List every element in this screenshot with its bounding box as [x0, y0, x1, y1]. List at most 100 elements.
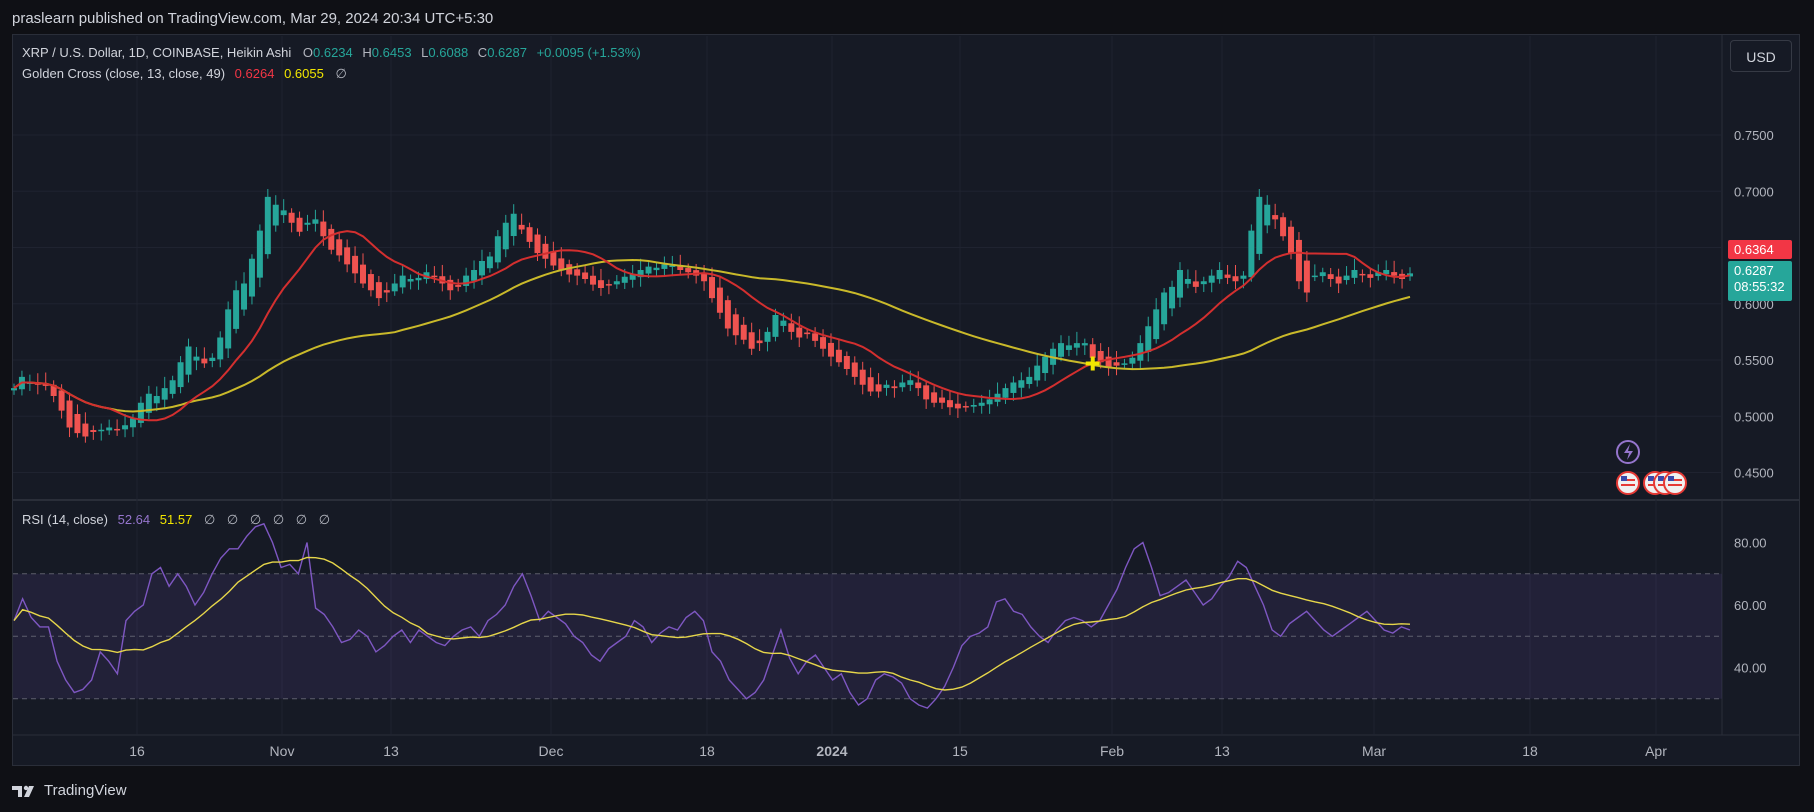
candle-body [177, 362, 184, 388]
candle-body [463, 275, 470, 286]
candle-body [709, 277, 715, 299]
candle-body [360, 264, 366, 284]
hidden-value-icon: ∅ [226, 512, 239, 527]
currency-button[interactable]: USD [1730, 40, 1792, 72]
candle-body [1026, 376, 1033, 384]
rsi-series [13, 522, 1411, 709]
event-markers[interactable] [1616, 440, 1687, 495]
candle-body [1256, 196, 1263, 254]
candle-body [899, 382, 906, 388]
time-axis-label: Apr [1645, 743, 1667, 759]
candle-body [621, 276, 628, 283]
candle-body [280, 210, 287, 216]
candle-body [1129, 357, 1136, 364]
candle-body [256, 230, 263, 278]
candle-body [590, 275, 597, 285]
candle-body [447, 279, 454, 291]
candle-body [241, 283, 248, 310]
candle-body [66, 400, 73, 428]
us-flag-event-icon [1621, 476, 1627, 481]
candle-body [272, 204, 279, 226]
candle-body [153, 396, 160, 404]
candle-body [582, 272, 589, 279]
us-flag-event-icon [1616, 471, 1640, 495]
candle-body [812, 333, 819, 341]
candle-body [1327, 274, 1334, 279]
candle-body [1097, 351, 1104, 363]
candle-body [304, 222, 311, 225]
candle-body [201, 358, 208, 364]
candle-body [613, 281, 620, 285]
candle-body [558, 258, 565, 270]
candle-body [1065, 345, 1072, 350]
price-axis-label: 0.5500 [1734, 353, 1774, 368]
candle-body [772, 315, 779, 337]
candle-body [478, 261, 485, 276]
candle-body [669, 265, 676, 267]
price-axis-label: 0.7000 [1734, 184, 1774, 199]
candle-body [954, 403, 961, 409]
candle-body [1407, 273, 1413, 277]
candle-body [50, 384, 57, 396]
candle-body [875, 384, 882, 392]
candle-body [399, 275, 406, 288]
candle-body [288, 212, 295, 223]
candle-body [637, 270, 644, 278]
candle-body [629, 274, 636, 280]
rsi-legend[interactable]: RSI (14, close) 52.64 51.57 ∅ ∅ ∅ ∅ ∅ ∅ [22, 512, 330, 528]
candle-body [701, 272, 708, 282]
candle-body [1137, 343, 1144, 361]
candle-body [367, 274, 374, 291]
candle-body [217, 337, 224, 360]
candle-body [1002, 388, 1009, 398]
candle-body [804, 332, 811, 335]
rsi-ma-value: 51.57 [159, 512, 193, 527]
candle-body [780, 320, 787, 326]
candle-body [1010, 382, 1017, 393]
candle-body [597, 280, 604, 288]
candle-body [923, 385, 930, 400]
candle-body [843, 356, 850, 369]
candle-body [907, 380, 914, 385]
chart-frame [12, 34, 1800, 766]
candle-body [653, 267, 660, 271]
candle-body [1335, 276, 1342, 284]
open-label: O [302, 45, 313, 60]
candle-body [1153, 309, 1160, 340]
candle-body [1105, 356, 1112, 368]
candle-body [796, 327, 803, 338]
candle-body [1192, 281, 1199, 287]
tradingview-logo[interactable]: TradingView [12, 782, 127, 799]
candle-body [122, 425, 129, 430]
candle-body [90, 430, 97, 432]
candle-body [986, 399, 993, 405]
candle-body [867, 377, 874, 392]
candle-body [1161, 292, 1168, 325]
grid-lines [13, 36, 1722, 735]
symbol-name: XRP / U.S. Dollar, 1D, COINBASE, Heikin … [22, 45, 292, 60]
symbol-legend[interactable]: XRP / U.S. Dollar, 1D, COINBASE, Heikin … [22, 45, 641, 60]
rsi-line [13, 522, 1411, 709]
us-flag-event-icon [1668, 484, 1682, 486]
candle-body [296, 217, 303, 232]
time-axis-label: Nov [270, 743, 295, 759]
candle-body [1073, 343, 1080, 348]
candle-body [1264, 204, 1271, 226]
us-flag-event-icon [1663, 471, 1687, 495]
candle-body [946, 400, 953, 408]
candle-body [1319, 272, 1326, 277]
candle-body [788, 323, 795, 332]
candle-body [970, 405, 977, 407]
indicator-legend[interactable]: Golden Cross (close, 13, close, 49) 0.62… [22, 66, 347, 82]
candle-body [1113, 362, 1120, 366]
candle-body [1169, 286, 1176, 309]
candle-body [756, 340, 763, 344]
candle-body [915, 382, 922, 389]
time-axis-label: Mar [1362, 743, 1386, 759]
candle-body [827, 342, 834, 357]
candle-body [526, 227, 533, 242]
candle-body [1058, 343, 1064, 357]
candle-body [233, 290, 240, 329]
candle-body [859, 369, 866, 385]
